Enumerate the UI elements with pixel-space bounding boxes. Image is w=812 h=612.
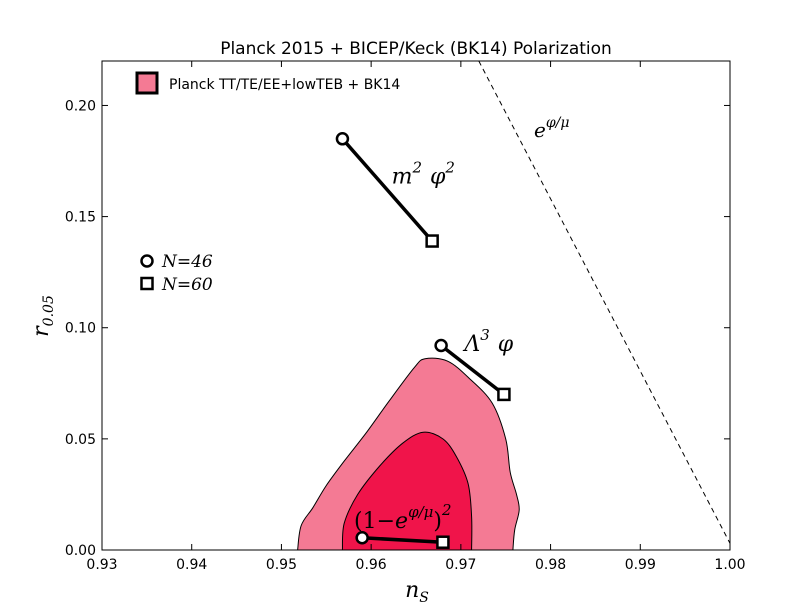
x-tick-label: 0.94: [176, 557, 207, 573]
y-axis-label: r0.05: [29, 295, 57, 337]
exponential-potential-line: [478, 60, 731, 544]
y-tick-label: 0.20: [65, 98, 96, 114]
marker-legend: N=46 N=60: [140, 252, 213, 295]
x-tick-label: 0.99: [625, 557, 656, 573]
x-tick-label: 0.97: [445, 557, 476, 573]
x-axis-label: nS: [405, 578, 429, 606]
hilltop-label: (1−eφ/μ)2: [354, 501, 452, 534]
x-tick-label: 0.96: [356, 557, 387, 573]
contour-68-region: [341, 431, 473, 551]
legend-n46-label: N=46: [161, 252, 213, 272]
model-n60-point-2: [436, 535, 450, 549]
legend-n60-label: N=60: [161, 275, 213, 295]
y-tick-label: 0.05: [65, 432, 96, 448]
model-n46-point-0: [335, 132, 350, 146]
y-tick-label: 0.15: [65, 210, 96, 226]
model-n46-point-1: [434, 338, 448, 353]
legend-swatch: [135, 71, 159, 95]
model-predictions: [335, 132, 511, 549]
x-tick-label: 0.95: [266, 557, 297, 573]
model-n46-point-2: [355, 531, 369, 545]
legend-label: Planck TT/TE/EE+lowTEB + BK14: [169, 77, 400, 93]
lambda3-phi-label: Λ3 φ: [462, 326, 513, 357]
chart-title: Planck 2015 + BICEP/Keck (BK14) Polariza…: [220, 39, 612, 59]
model-line-2: [362, 536, 444, 544]
model-n60-point-1: [497, 387, 511, 402]
x-tick-label: 0.98: [535, 557, 566, 573]
legend: Planck TT/TE/EE+lowTEB + BK14: [135, 71, 400, 95]
x-tick-label: 0.93: [86, 557, 117, 573]
axis-ticks: 0.93 0.94 0.95 0.96 0.97 0.98 0.99 1.00 0.00 0.05…: [65, 61, 746, 573]
model-labels: eφ/μ m2 φ2 Λ3 φ (1−eφ/μ)2: [354, 115, 569, 534]
exponential-label: eφ/μ: [534, 115, 569, 142]
legend-circle-marker: [140, 254, 154, 268]
y-tick-label: 0.10: [65, 321, 96, 337]
plot-frame: [101, 60, 731, 551]
y-tick-label: 0.00: [65, 543, 96, 559]
model-line-0: [341, 137, 434, 243]
legend-square-marker: [140, 276, 154, 291]
x-tick-label: 1.00: [714, 557, 745, 573]
contour-regions: [297, 357, 520, 551]
model-line-1: [440, 344, 505, 396]
m2-phi2-label: m2 φ2: [392, 159, 455, 190]
model-n60-point-0: [425, 234, 439, 248]
